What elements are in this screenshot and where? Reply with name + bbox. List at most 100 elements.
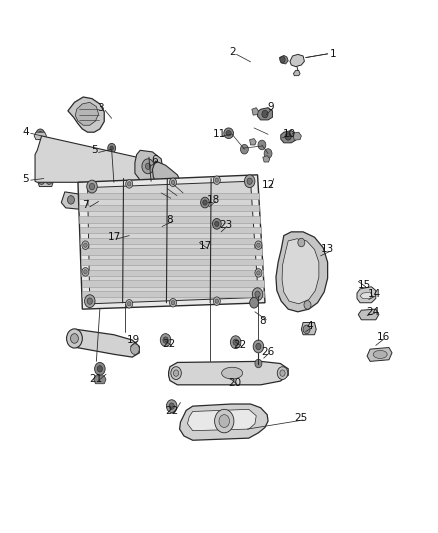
Polygon shape [81, 280, 264, 287]
Circle shape [67, 329, 82, 348]
Polygon shape [276, 232, 328, 312]
Polygon shape [290, 54, 304, 67]
Text: 15: 15 [358, 280, 371, 290]
Circle shape [142, 159, 154, 174]
Text: 12: 12 [261, 181, 275, 190]
Polygon shape [357, 287, 376, 303]
Circle shape [240, 144, 248, 154]
Polygon shape [78, 175, 265, 309]
Circle shape [67, 196, 74, 204]
Text: 6: 6 [151, 155, 158, 165]
Text: 11: 11 [213, 130, 226, 139]
Circle shape [277, 367, 288, 379]
Text: 10: 10 [283, 130, 296, 139]
Polygon shape [279, 55, 288, 64]
Circle shape [215, 299, 219, 303]
Polygon shape [258, 108, 272, 120]
Polygon shape [94, 376, 106, 384]
Circle shape [280, 56, 285, 63]
Circle shape [108, 143, 116, 153]
Text: 9: 9 [267, 102, 274, 111]
Polygon shape [281, 131, 296, 143]
Polygon shape [358, 309, 379, 320]
Text: 13: 13 [321, 245, 334, 254]
Text: 8: 8 [259, 316, 266, 326]
Text: 8: 8 [166, 215, 173, 224]
Polygon shape [152, 161, 183, 198]
Ellipse shape [373, 351, 387, 358]
Circle shape [163, 337, 168, 343]
Polygon shape [169, 361, 288, 385]
Circle shape [126, 300, 133, 308]
Circle shape [82, 268, 89, 276]
Circle shape [85, 295, 95, 308]
Circle shape [252, 288, 263, 301]
Circle shape [95, 362, 105, 375]
Circle shape [304, 301, 311, 309]
Polygon shape [34, 132, 46, 140]
Circle shape [215, 221, 219, 227]
Circle shape [255, 269, 262, 277]
Polygon shape [151, 223, 167, 241]
Text: 7: 7 [82, 200, 89, 210]
Polygon shape [79, 205, 259, 211]
Circle shape [82, 241, 89, 249]
Text: 2: 2 [229, 47, 236, 57]
Polygon shape [80, 227, 261, 233]
Polygon shape [79, 193, 259, 199]
Polygon shape [88, 181, 258, 304]
Circle shape [71, 334, 78, 343]
Circle shape [244, 175, 255, 188]
Polygon shape [135, 150, 163, 182]
Polygon shape [82, 291, 265, 297]
Text: 1: 1 [329, 50, 336, 59]
Circle shape [87, 180, 97, 193]
Text: 22: 22 [162, 339, 175, 349]
Circle shape [255, 291, 260, 297]
Polygon shape [81, 248, 262, 255]
Circle shape [262, 110, 268, 118]
Circle shape [89, 183, 95, 190]
Text: 20: 20 [228, 378, 241, 387]
Polygon shape [35, 136, 162, 182]
Circle shape [201, 197, 209, 208]
Text: 16: 16 [377, 332, 390, 342]
Text: 22: 22 [165, 407, 178, 416]
Polygon shape [360, 292, 372, 298]
Text: 17: 17 [198, 241, 212, 251]
Circle shape [145, 163, 151, 169]
Circle shape [46, 177, 52, 184]
Circle shape [230, 336, 241, 349]
Circle shape [264, 149, 272, 158]
Circle shape [38, 132, 42, 137]
Polygon shape [301, 322, 316, 335]
Circle shape [166, 400, 177, 413]
Polygon shape [252, 108, 258, 115]
Polygon shape [293, 132, 301, 140]
Polygon shape [187, 409, 256, 431]
Circle shape [106, 201, 113, 209]
Circle shape [171, 367, 181, 379]
Text: 4: 4 [307, 321, 314, 331]
Circle shape [170, 298, 177, 307]
Circle shape [215, 409, 234, 433]
Text: 23: 23 [219, 220, 232, 230]
Circle shape [213, 297, 220, 305]
Ellipse shape [224, 128, 233, 139]
Circle shape [233, 339, 238, 345]
Text: 17: 17 [108, 232, 121, 242]
Text: 19: 19 [127, 335, 140, 345]
Circle shape [110, 146, 113, 150]
Text: 25: 25 [295, 414, 308, 423]
Circle shape [127, 302, 131, 306]
Polygon shape [38, 175, 53, 187]
Circle shape [127, 182, 131, 186]
Circle shape [258, 140, 266, 150]
Circle shape [219, 415, 230, 427]
Circle shape [285, 133, 291, 140]
Polygon shape [180, 404, 268, 440]
Polygon shape [71, 329, 139, 357]
Polygon shape [81, 259, 263, 265]
Circle shape [126, 180, 133, 188]
Polygon shape [75, 102, 99, 125]
